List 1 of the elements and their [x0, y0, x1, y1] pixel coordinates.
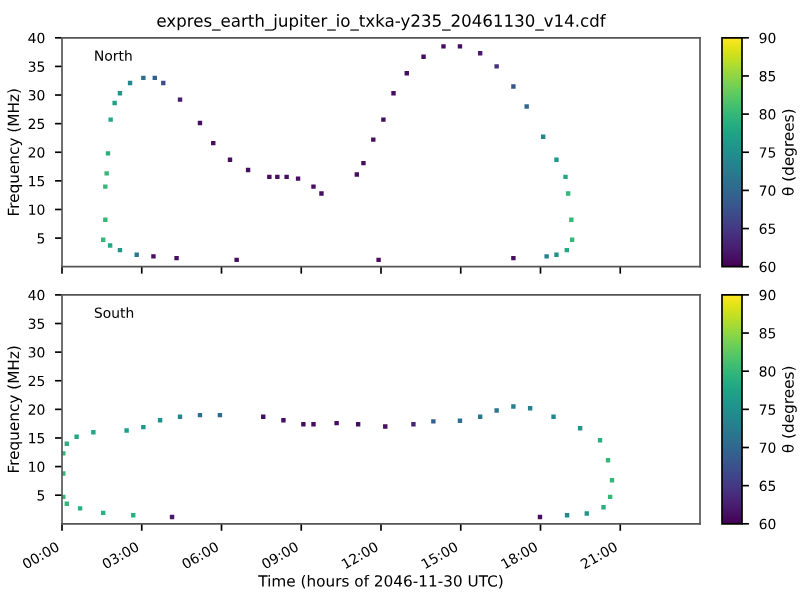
- chart-title: expres_earth_jupiter_io_txka-y235_20461130_v14.cdf: [157, 14, 606, 31]
